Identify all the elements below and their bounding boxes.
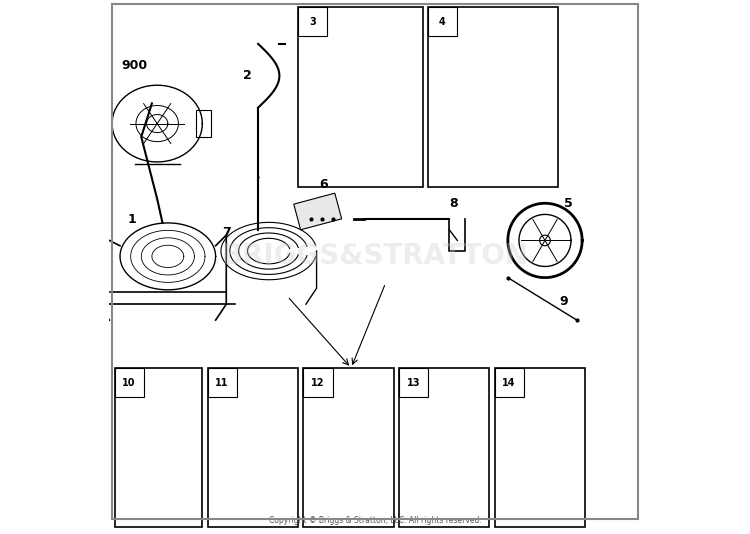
Text: 3: 3 xyxy=(309,17,316,27)
Bar xyxy=(208,368,298,527)
Bar xyxy=(399,368,489,527)
Text: 2: 2 xyxy=(243,69,252,82)
Text: 900: 900 xyxy=(121,59,147,72)
Bar xyxy=(298,7,327,36)
Bar xyxy=(399,368,428,397)
Text: 7: 7 xyxy=(222,226,230,239)
Bar xyxy=(115,368,202,527)
Text: 6: 6 xyxy=(320,178,328,191)
Text: 4: 4 xyxy=(439,17,446,27)
Bar xyxy=(294,193,342,230)
Text: 14: 14 xyxy=(502,378,515,388)
Text: 11: 11 xyxy=(215,378,229,388)
Bar xyxy=(115,368,144,397)
Text: Copyright © Briggs & Stratton, LLC. All rights reserved.: Copyright © Briggs & Stratton, LLC. All … xyxy=(268,516,482,524)
Text: 8: 8 xyxy=(449,197,458,210)
Bar xyxy=(298,7,423,187)
Text: 5: 5 xyxy=(563,197,572,210)
Bar xyxy=(303,368,394,527)
Text: 13: 13 xyxy=(406,378,420,388)
Bar xyxy=(196,110,211,137)
Bar xyxy=(428,7,457,36)
Bar xyxy=(208,368,237,397)
Bar xyxy=(303,368,332,397)
Text: 9: 9 xyxy=(560,295,568,308)
Text: 10: 10 xyxy=(122,378,136,388)
Bar xyxy=(311,427,394,492)
Bar xyxy=(428,7,558,187)
Bar xyxy=(494,368,524,397)
Bar xyxy=(494,368,585,527)
Text: 1: 1 xyxy=(128,213,136,226)
Text: BRIGGS&STRATTON: BRIGGS&STRATTON xyxy=(221,242,529,270)
Text: 12: 12 xyxy=(311,378,325,388)
